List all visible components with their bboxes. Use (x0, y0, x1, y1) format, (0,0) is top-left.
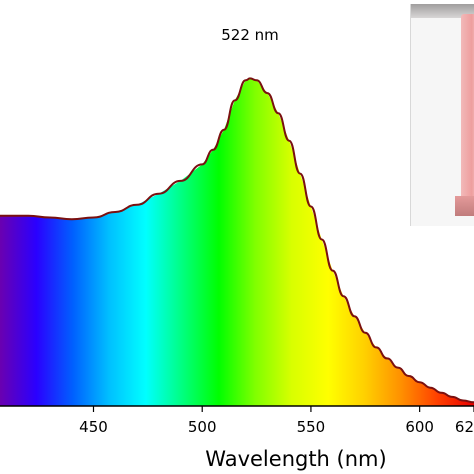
spectrum-curve (0, 77, 474, 404)
peak-annotation: 522 nm (221, 26, 279, 44)
x-tick-label: 450 (79, 418, 108, 436)
spectrum-area-layer (0, 77, 474, 406)
spectrum-area (0, 78, 474, 406)
x-tick-label: 500 (188, 418, 217, 436)
vial-base-image (455, 196, 474, 216)
photo-background (411, 4, 474, 18)
x-ticks: 450 500 550 600 62 (79, 406, 474, 436)
x-tick-label: 550 (297, 418, 326, 436)
x-tick-label: 62 (455, 418, 474, 436)
x-tick-label: 600 (405, 418, 434, 436)
x-axis-label: Wavelength (nm) (205, 447, 386, 471)
vial-photo-inset (410, 4, 474, 226)
vial-image (461, 14, 474, 199)
